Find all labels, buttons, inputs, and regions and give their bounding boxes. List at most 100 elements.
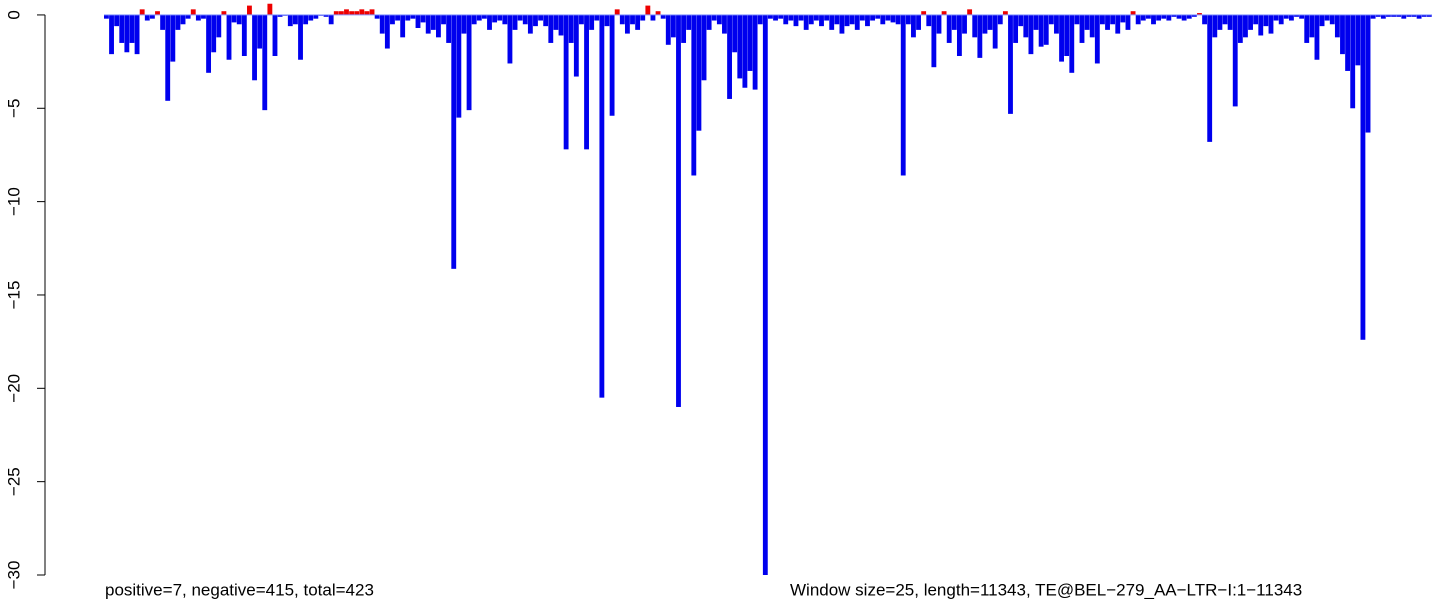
bar xyxy=(783,14,789,25)
bar xyxy=(441,14,446,25)
bar xyxy=(149,14,155,19)
bar xyxy=(1100,14,1105,25)
bar xyxy=(568,14,574,43)
bar xyxy=(931,14,937,68)
bar xyxy=(1018,14,1024,27)
bar xyxy=(1151,14,1156,25)
bar xyxy=(778,14,784,19)
bar xyxy=(1263,14,1269,27)
bar xyxy=(1161,14,1167,19)
bar xyxy=(1360,14,1366,340)
bar xyxy=(630,14,635,25)
bar xyxy=(1130,11,1136,15)
bar xyxy=(1217,14,1223,30)
bar xyxy=(711,14,717,21)
bar xyxy=(972,14,978,38)
bar xyxy=(476,14,482,21)
bar xyxy=(890,14,896,23)
bar xyxy=(134,14,140,55)
bar xyxy=(262,14,268,111)
bar xyxy=(405,14,411,21)
bar xyxy=(129,14,135,43)
bar xyxy=(665,14,671,45)
bar xyxy=(277,14,283,17)
bar xyxy=(226,14,232,60)
bar xyxy=(803,14,809,30)
bar xyxy=(956,14,962,57)
bar xyxy=(1033,14,1039,30)
bar xyxy=(369,9,375,15)
bar xyxy=(681,14,687,43)
bar xyxy=(313,14,319,19)
bar xyxy=(1324,14,1330,21)
bar xyxy=(1386,14,1391,17)
bar xyxy=(155,11,160,15)
bar xyxy=(400,14,406,38)
bar xyxy=(936,14,942,34)
bar xyxy=(895,14,901,25)
bar xyxy=(1268,14,1274,34)
bar xyxy=(201,14,206,19)
bar xyxy=(900,14,906,176)
bar xyxy=(497,14,503,21)
bar xyxy=(1002,11,1008,15)
bar xyxy=(1089,14,1095,38)
bar xyxy=(589,14,595,30)
bar xyxy=(609,14,615,116)
bar xyxy=(1411,14,1417,17)
bar xyxy=(1222,14,1228,25)
bar xyxy=(987,14,993,30)
y-tick-label: −10 xyxy=(4,187,23,216)
bar xyxy=(563,14,569,150)
bar xyxy=(768,14,773,19)
bar xyxy=(543,14,549,27)
bar xyxy=(211,14,217,53)
bar xyxy=(1355,14,1361,66)
bar xyxy=(267,3,273,15)
bar xyxy=(298,14,303,60)
bar xyxy=(967,9,973,15)
bar xyxy=(844,14,850,27)
bar xyxy=(865,14,870,27)
bar xyxy=(247,5,252,15)
bar xyxy=(359,9,365,15)
bar xyxy=(466,14,472,111)
bar xyxy=(1314,14,1320,60)
bar xyxy=(252,14,257,81)
bar xyxy=(696,14,702,131)
bar xyxy=(109,14,114,55)
bar xyxy=(1048,14,1054,25)
bar xyxy=(655,11,661,15)
bar xyxy=(813,14,819,21)
bar xyxy=(507,14,513,64)
bar xyxy=(272,14,278,57)
bar xyxy=(456,14,462,118)
bar xyxy=(1288,14,1294,21)
bar xyxy=(962,14,967,34)
y-tick-label: −30 xyxy=(4,561,23,590)
bar xyxy=(333,11,339,15)
bar xyxy=(1135,14,1141,25)
bar xyxy=(558,14,564,36)
bar xyxy=(216,14,222,38)
bar xyxy=(624,14,630,34)
bar xyxy=(1227,14,1233,30)
bar xyxy=(1084,14,1090,30)
bar xyxy=(1166,14,1172,21)
bar xyxy=(701,14,707,81)
bar xyxy=(1125,14,1131,30)
bar xyxy=(716,14,722,25)
bar xyxy=(706,14,712,30)
bar xyxy=(645,5,651,15)
bar xyxy=(1064,14,1070,57)
bar xyxy=(344,9,349,15)
bar xyxy=(1401,14,1407,19)
bar xyxy=(1421,14,1427,17)
bar xyxy=(747,14,753,71)
bar xyxy=(533,14,538,27)
bar xyxy=(527,14,533,34)
bar xyxy=(584,14,589,150)
bar xyxy=(451,14,457,269)
